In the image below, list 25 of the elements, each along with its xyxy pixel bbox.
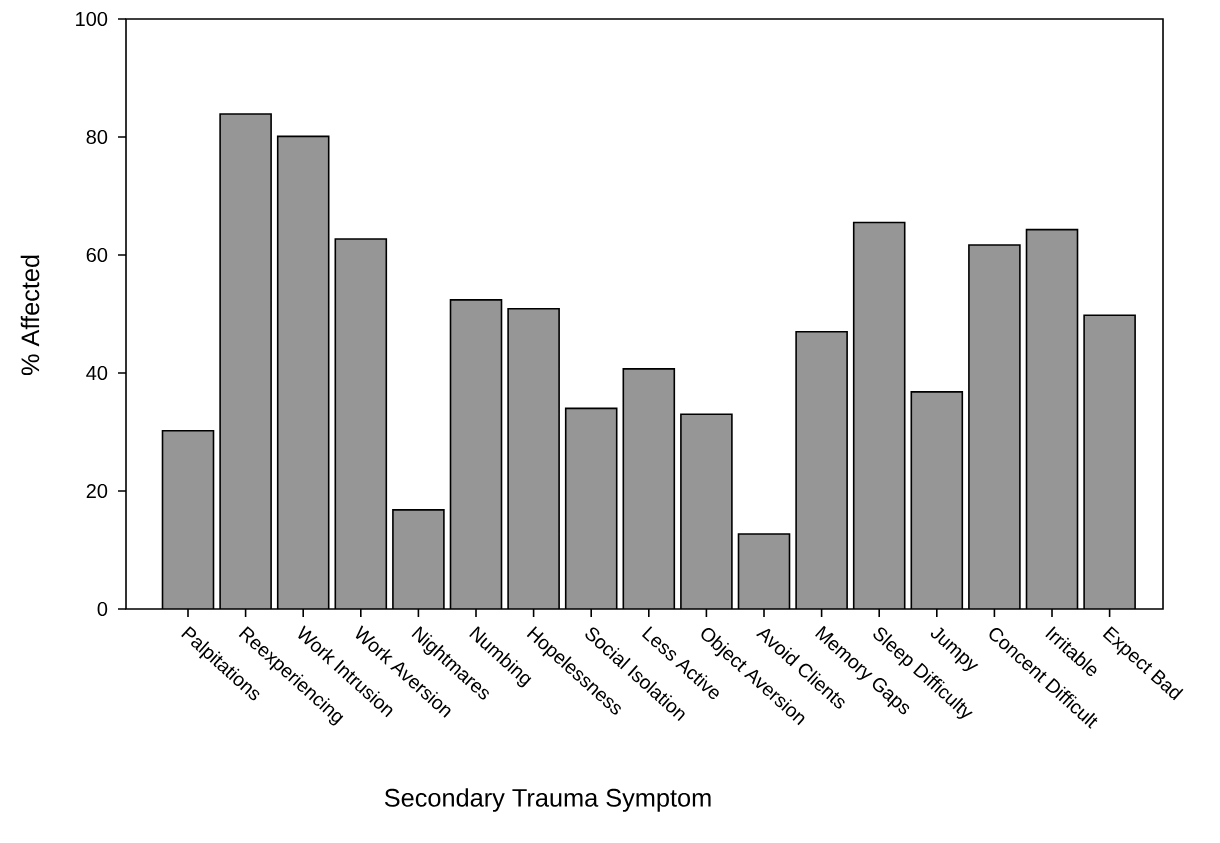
bar — [968, 244, 1020, 609]
y-tick-label: 20 — [86, 483, 108, 499]
bar — [450, 299, 502, 609]
bar — [220, 113, 272, 609]
bar — [796, 331, 848, 609]
bar — [623, 368, 675, 609]
bar — [911, 391, 963, 609]
bar — [565, 408, 617, 609]
bar — [853, 222, 905, 609]
y-tick-label: 0 — [97, 601, 108, 617]
bar — [277, 136, 329, 609]
y-axis-title: % Affected — [20, 255, 40, 376]
bar — [1026, 229, 1078, 609]
y-tick-label: 40 — [86, 365, 108, 381]
bar — [508, 308, 560, 609]
y-tick-label: 100 — [76, 11, 108, 27]
y-tick-label: 60 — [86, 247, 108, 263]
bar — [335, 239, 387, 609]
x-axis-title: Secondary Trauma Symptom — [384, 788, 711, 812]
bar — [738, 534, 790, 609]
bar — [1083, 314, 1136, 609]
y-tick-label: 80 — [86, 129, 108, 145]
bar — [392, 509, 444, 609]
bar — [162, 430, 214, 609]
bar — [680, 414, 732, 609]
